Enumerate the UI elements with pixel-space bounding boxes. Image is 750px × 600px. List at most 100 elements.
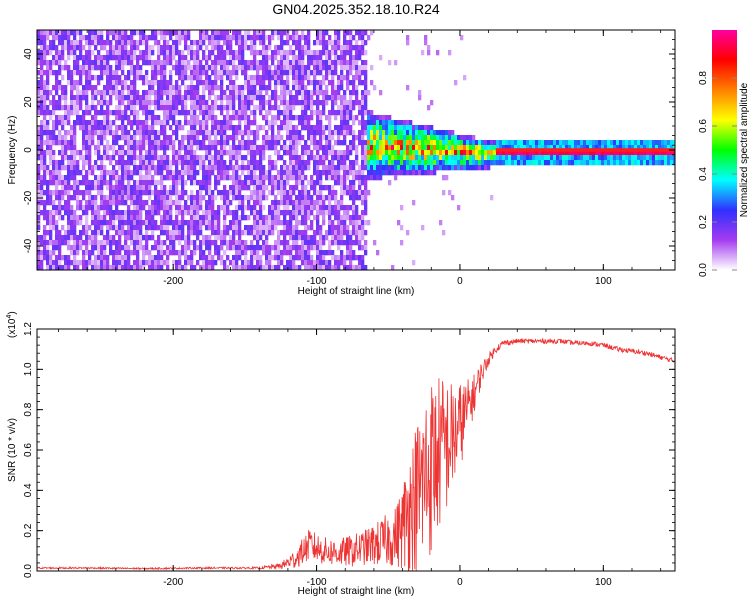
heatmap-cell [157,80,161,86]
heatmap-cell [277,115,281,121]
heatmap-cell [82,65,86,71]
heatmap-cell [331,235,335,241]
heatmap-cell [223,260,227,266]
heatmap-cell [286,80,290,86]
heatmap-cell [340,75,344,81]
heatmap-cell [250,80,254,86]
heatmap-cell [223,40,227,46]
heatmap-cell [118,195,122,201]
heatmap-cell [118,230,122,236]
heatmap-cell [184,110,188,116]
heatmap-cell [91,220,95,226]
heatmap-cell [304,145,308,151]
heatmap-cell [79,180,83,186]
heatmap-cell [157,245,161,251]
heatmap-cell [310,260,314,266]
heatmap-cell [388,150,392,156]
heatmap-cell [253,245,257,251]
heatmap-cell [103,145,107,151]
heatmap-cell [346,120,350,126]
heatmap-cell [73,250,77,256]
heatmap-cell [202,260,206,266]
heatmap-cell [208,130,212,136]
heatmap-cell [280,100,284,106]
heatmap-cell [133,165,137,171]
heatmap-cell [52,165,56,171]
heatmap-cell [46,80,50,86]
heatmap-cell [112,225,116,231]
heatmap-cell [121,155,125,161]
heatmap-cell [163,160,167,166]
heatmap-cell [358,35,362,41]
heatmap-cell [457,165,461,171]
heatmap-cell [40,130,44,136]
heatmap-cell [436,50,440,56]
heatmap-cell [130,185,134,191]
heatmap-cell [403,135,407,141]
heatmap-cell [67,155,71,161]
heatmap-cell [61,125,65,131]
heatmap-cell [151,220,155,226]
heatmap-cell [619,145,623,151]
heatmap-cell [127,255,131,261]
heatmap-cell [271,200,275,206]
heatmap-cell [64,105,68,111]
heatmap-cell [166,225,170,231]
heatmap-cell [97,185,101,191]
heatmap-cell [229,120,233,126]
heatmap-cell [199,125,203,131]
heatmap-cell [121,230,125,236]
heatmap-cell [73,140,77,146]
heatmap-cell [298,255,302,261]
heatmap-cell [223,30,227,36]
heatmap-cell [271,135,275,141]
heatmap-cell [307,255,311,261]
heatmap-cell [241,160,245,166]
heatmap-cell [364,230,368,236]
heatmap-cell [79,200,83,206]
heatmap-cell [40,265,44,270]
heatmap-cell [235,165,239,171]
heatmap-cell [424,130,428,136]
heatmap-cell [205,255,209,261]
heatmap-cell [58,175,62,181]
heatmap-cell [346,40,350,46]
heatmap-cell [424,170,428,176]
heatmap-cell [118,215,122,221]
heatmap-cell [61,140,65,146]
heatmap-cell [181,210,185,216]
heatmap-cell [451,140,455,146]
heatmap-cell [307,60,311,66]
heatmap-cell [352,140,356,146]
heatmap-cell [157,45,161,51]
heatmap-cell [88,260,92,266]
heatmap-cell [43,190,47,196]
heatmap-cell [199,30,203,36]
heatmap-cell [322,90,326,96]
heatmap-cell [523,160,527,166]
heatmap-cell [88,250,92,256]
heatmap-cell [268,140,272,146]
heatmap-cell [244,230,248,236]
heatmap-cell [454,150,458,156]
heatmap-cell [181,110,185,116]
heatmap-cell [88,120,92,126]
heatmap-cell [229,175,233,181]
heatmap-cell [340,175,344,181]
heatmap-cell [277,265,281,270]
heatmap-cell [148,60,152,66]
heatmap-cell [205,260,209,266]
heatmap-cell [250,255,254,261]
heatmap-cell [100,55,104,61]
heatmap-cell [580,140,584,146]
heatmap-cell [214,195,218,201]
heatmap-cell [193,155,197,161]
heatmap-cell [373,155,377,161]
heatmap-cell [157,170,161,176]
heatmap-cell [292,175,296,181]
heatmap-cell [268,105,272,111]
heatmap-cell [292,155,296,161]
heatmap-cell [643,145,647,151]
heatmap-cell [346,225,350,231]
heatmap-cell [214,185,218,191]
